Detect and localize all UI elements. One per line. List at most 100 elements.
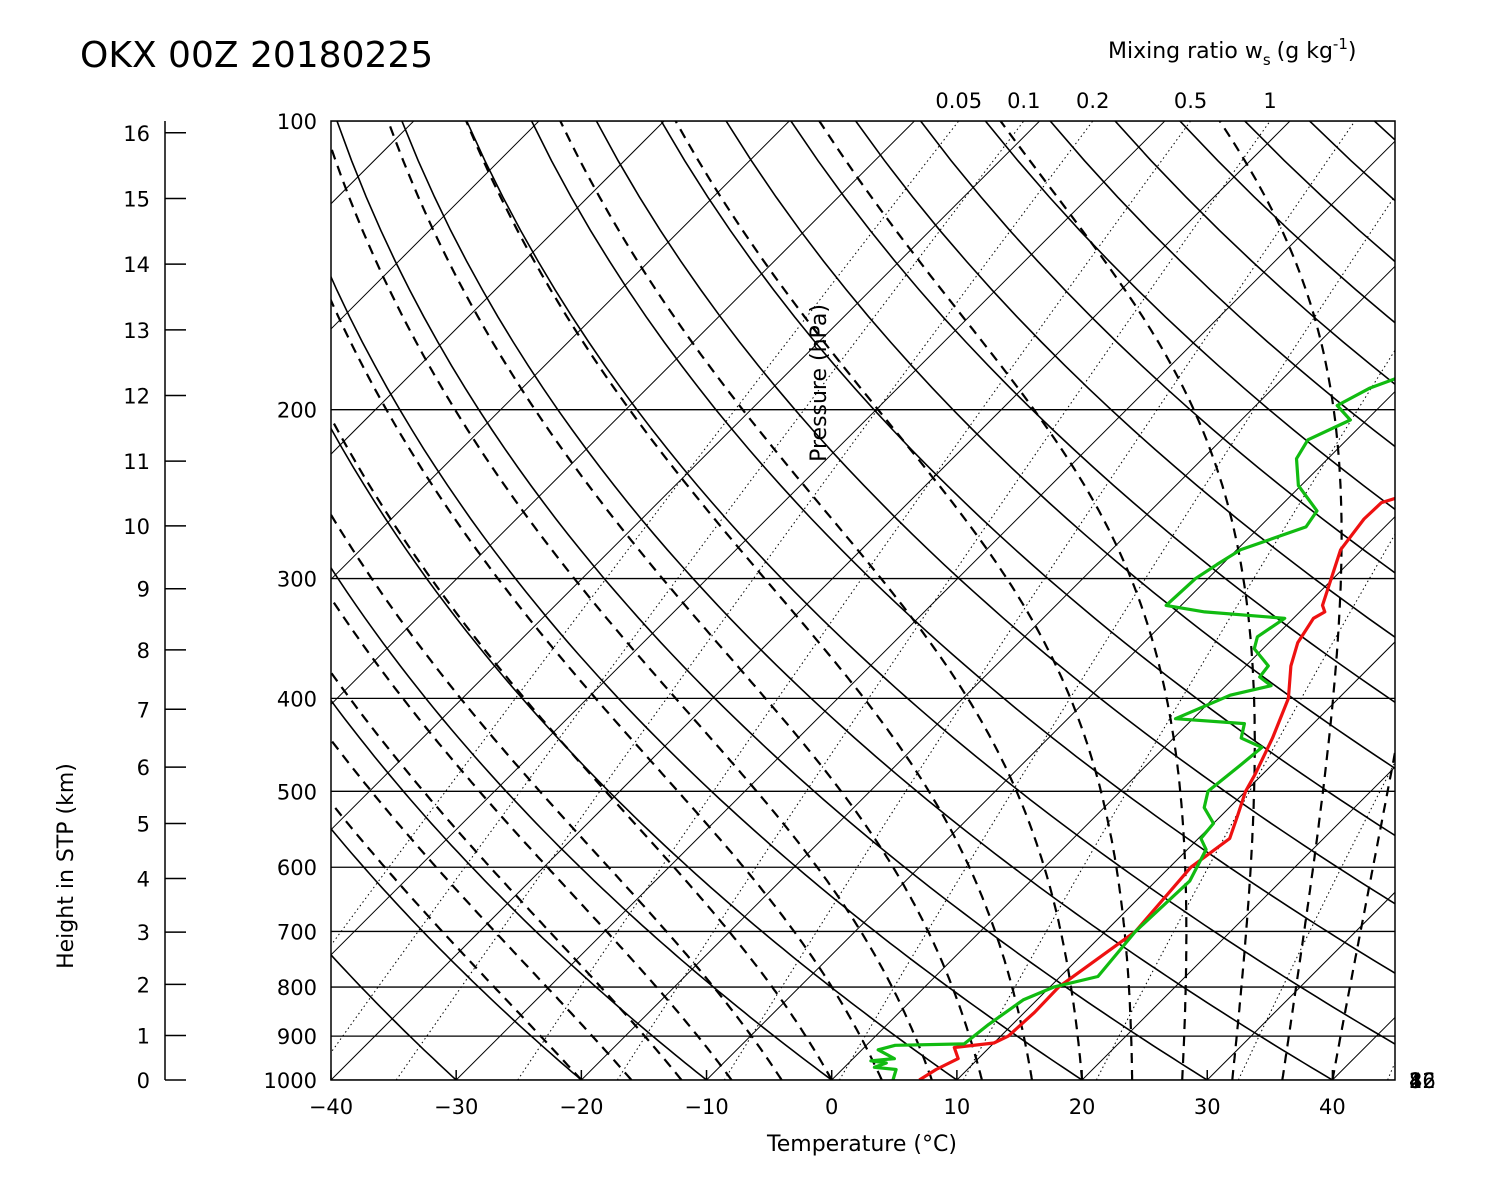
mixing-ratio-line	[616, 121, 1271, 1080]
moist-adiabat	[331, 738, 633, 1080]
isotherm-line	[331, 121, 790, 581]
chart-title: OKX 00Z 20180225	[80, 35, 433, 76]
moist-adiabats	[331, 121, 1395, 1080]
height-tick-label: 2	[137, 973, 150, 997]
height-tick-label: 14	[123, 253, 150, 277]
mixing-ratio-line	[1095, 533, 1395, 1080]
isobars	[331, 121, 1395, 1080]
x-tick-label: −10	[684, 1095, 728, 1119]
mixing-ratio-axis-label: Mixing ratio ws (g kg-1)	[1108, 35, 1356, 69]
x-ticks: −40 −30 −20 −10 0 10 20 30 40	[309, 1070, 1346, 1119]
x-tick-label: −40	[309, 1095, 353, 1119]
height-tick-label: 10	[123, 515, 150, 539]
x-tick-label: −20	[559, 1095, 603, 1119]
mixing-ratio-top-label: 1	[1263, 89, 1276, 113]
pressure-tick-label: 900	[277, 1025, 317, 1049]
moist-adiabat	[1331, 746, 1395, 1080]
height-tick-label: 16	[123, 122, 150, 146]
plot-area: Pressure (hPa)	[0, 121, 1395, 1080]
isotherm-line	[331, 121, 1291, 1080]
dry-adiabat	[530, 121, 1395, 975]
mixing-ratio-line	[962, 349, 1395, 1080]
height-tick-label: 15	[123, 187, 150, 211]
isotherm-line	[706, 390, 1395, 1080]
mixing-ratio-right-label: 32	[1409, 1069, 1436, 1093]
series	[869, 377, 1395, 1080]
moist-adiabat	[331, 800, 583, 1080]
height-tick-label: 3	[137, 921, 150, 945]
pressure-tick-label: 400	[277, 687, 317, 711]
height-tick-label: 9	[137, 578, 150, 602]
temperature-profile-line	[918, 496, 1395, 1080]
isotherm-line	[580, 265, 1395, 1080]
mixing-ratio-label-units-post: )	[1348, 39, 1357, 64]
isotherm-line	[0, 121, 38, 1080]
isotherm-line	[956, 641, 1395, 1080]
mixing-ratio-label-units-sup: -1	[1333, 35, 1348, 53]
pressure-tick-label: 800	[277, 976, 317, 1000]
height-tick-label: 1	[137, 1025, 150, 1049]
mixing-ratio-label-units-pre: (g kg	[1277, 39, 1333, 64]
x-axis-label: Temperature (°C)	[766, 1132, 957, 1157]
isotherm-line	[831, 515, 1395, 1080]
pressure-tick-label: 200	[277, 399, 317, 423]
moist-adiabat	[331, 297, 883, 1080]
height-tick-label: 11	[123, 450, 150, 474]
height-tick-label: 0	[137, 1069, 150, 1093]
dry-adiabat	[331, 699, 708, 1080]
mixing-ratio-lines	[331, 121, 1395, 1080]
plot-frame	[330, 120, 1396, 1081]
moist-adiabat	[559, 121, 1084, 1080]
isotherm-line	[1081, 766, 1395, 1080]
mixing-ratio-label-sub: s	[1263, 51, 1271, 69]
isotherm-line	[331, 121, 665, 455]
height-tick-label: 7	[137, 698, 150, 722]
isotherm-line	[331, 121, 1166, 956]
height-tick-label: 8	[137, 639, 150, 663]
pressure-tick-label: 300	[277, 568, 317, 592]
x-tick-label: 20	[1069, 1095, 1096, 1119]
mixing-ratio-line	[331, 121, 960, 947]
x-tick-label: 30	[1194, 1095, 1221, 1119]
dry-adiabats	[331, 121, 1395, 1080]
mixing-ratio-top-label: 0.5	[1174, 89, 1207, 113]
isotherm-line	[1206, 891, 1395, 1080]
y-axis-label-pressure: Pressure (hPa)	[807, 304, 832, 462]
pressure-tick-label: 700	[277, 920, 317, 944]
dry-adiabat	[331, 274, 1083, 1080]
dry-adiabat	[331, 953, 457, 1080]
dry-adiabat	[336, 121, 1208, 1080]
moist-adiabat	[331, 415, 833, 1080]
dry-adiabat	[790, 121, 1395, 704]
pressure-tick-label: 600	[277, 856, 317, 880]
pressure-tick-label: 100	[277, 110, 317, 134]
mixing-ratio-right-label: 2	[1409, 1069, 1422, 1093]
moist-adiabat	[674, 121, 1134, 1080]
dry-adiabat	[595, 121, 1395, 905]
moist-adiabat	[331, 596, 733, 1080]
moist-adiabat	[331, 144, 933, 1080]
pressure-tick-label: 1000	[264, 1069, 317, 1093]
mixing-ratio-line	[1237, 761, 1395, 1080]
height-tick-label: 12	[123, 385, 150, 409]
mixing-ratio-line	[723, 121, 1356, 1080]
dry-adiabat	[331, 566, 833, 1080]
dry-adiabat	[1373, 121, 1395, 142]
mixing-ratio-line	[395, 121, 1094, 1080]
mixing-ratio-line	[331, 121, 1025, 1054]
x-tick-label: 10	[944, 1095, 971, 1119]
dry-adiabat	[855, 121, 1395, 639]
isotherms	[0, 121, 1395, 1080]
dry-adiabat	[331, 827, 582, 1080]
x-tick-label: 40	[1319, 1095, 1346, 1119]
x-tick-label: 0	[825, 1095, 838, 1119]
isotherm-line	[1332, 1016, 1395, 1080]
mixing-ratio-right-label: 16	[1409, 1069, 1436, 1093]
isotherm-line	[331, 121, 540, 330]
pressure-tick-label: 500	[277, 780, 317, 804]
dry-adiabat	[1049, 121, 1395, 448]
height-tick-label: 5	[137, 813, 150, 837]
isotherm-line	[455, 140, 1395, 1080]
